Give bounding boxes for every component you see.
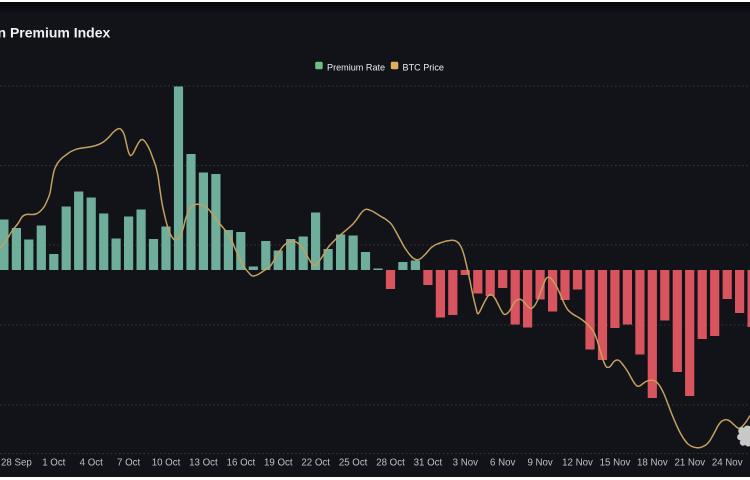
svg-text:18 Nov: 18 Nov xyxy=(637,458,668,469)
svg-text:n Premium Index: n Premium Index xyxy=(0,25,111,41)
svg-text:19 Oct: 19 Oct xyxy=(264,458,293,469)
svg-text:13 Oct: 13 Oct xyxy=(189,458,218,469)
svg-text:21 Nov: 21 Nov xyxy=(674,458,705,469)
svg-text:9 Nov: 9 Nov xyxy=(527,458,552,469)
svg-text:3 Nov: 3 Nov xyxy=(453,458,478,469)
svg-text:24 Nov: 24 Nov xyxy=(712,458,743,469)
svg-text:31 Oct: 31 Oct xyxy=(414,458,443,469)
svg-text:16 Oct: 16 Oct xyxy=(227,458,256,469)
svg-text:1 Oct: 1 Oct xyxy=(42,458,65,469)
svg-text:Premium Rate: Premium Rate xyxy=(327,63,385,73)
svg-text:4 Oct: 4 Oct xyxy=(80,458,103,469)
svg-text:6 Nov: 6 Nov xyxy=(490,458,515,469)
svg-text:22 Oct: 22 Oct xyxy=(301,458,330,469)
svg-text:12 Nov: 12 Nov xyxy=(562,458,593,469)
svg-text:BTC Price: BTC Price xyxy=(403,63,444,73)
svg-text:10 Oct: 10 Oct xyxy=(152,458,181,469)
svg-text:7 Oct: 7 Oct xyxy=(117,458,140,469)
svg-text:28 Oct: 28 Oct xyxy=(376,458,405,469)
svg-text:25 Oct: 25 Oct xyxy=(339,458,368,469)
svg-text:15 Nov: 15 Nov xyxy=(600,458,631,469)
svg-text:28 Sep: 28 Sep xyxy=(1,458,32,469)
